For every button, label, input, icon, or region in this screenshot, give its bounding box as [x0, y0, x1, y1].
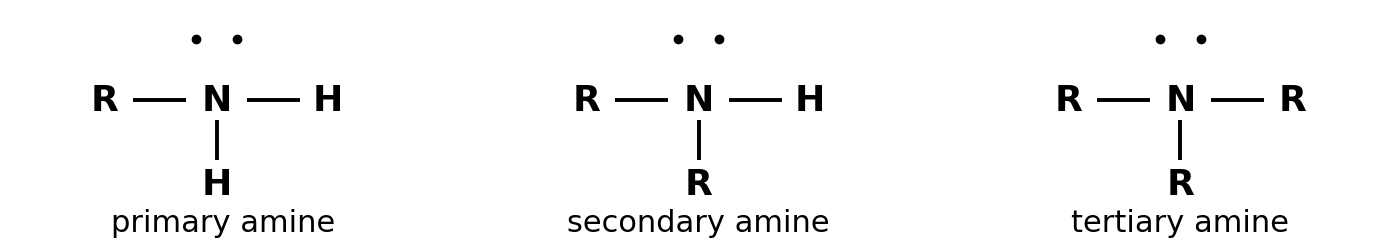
Text: R: R: [685, 167, 712, 201]
Text: secondary amine: secondary amine: [567, 208, 830, 237]
Text: N: N: [1165, 84, 1196, 118]
Text: N: N: [201, 84, 232, 118]
Text: R: R: [573, 84, 601, 118]
Text: H: H: [201, 167, 232, 201]
Text: R: R: [1166, 167, 1194, 201]
Text: R: R: [1055, 84, 1083, 118]
Text: primary amine: primary amine: [112, 208, 335, 237]
Text: H: H: [313, 84, 344, 118]
Text: R: R: [1278, 84, 1306, 118]
Text: N: N: [683, 84, 714, 118]
Text: tertiary amine: tertiary amine: [1071, 208, 1289, 237]
Text: H: H: [795, 84, 826, 118]
Text: R: R: [91, 84, 119, 118]
